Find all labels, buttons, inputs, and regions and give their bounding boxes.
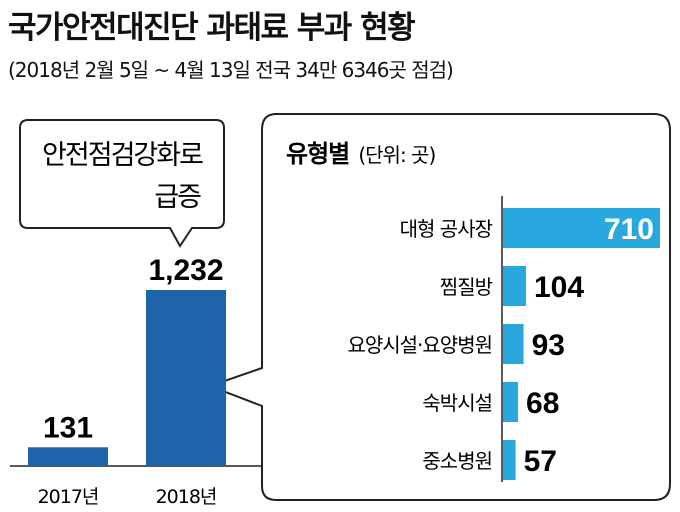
type-bar xyxy=(503,266,526,306)
year-value-label: 1,232 xyxy=(148,254,223,287)
type-bar xyxy=(503,440,516,480)
type-tick-label: 숙박시설 xyxy=(422,391,492,415)
type-tick-label: 대형 공사장 xyxy=(400,217,493,241)
callout-line-1: 안전점검강화로 xyxy=(42,140,203,171)
year-bar xyxy=(146,290,226,466)
type-value-label: 57 xyxy=(524,445,557,478)
type-bar xyxy=(503,208,660,248)
callout-line-2: 급증 xyxy=(154,182,201,213)
page-subtitle: (2018년 2월 5일 ~ 4월 13일 전국 34만 6346곳 점검) xyxy=(8,58,454,82)
year-tick-label: 2018년 xyxy=(156,486,217,508)
type-panel-title: 유형별 xyxy=(286,140,349,168)
type-tick-label: 중소병원 xyxy=(422,449,492,473)
type-value-label: 710 xyxy=(604,213,654,246)
page-title: 국가안전대진단 과태료 부과 현황 xyxy=(8,10,416,46)
type-bar xyxy=(503,382,519,422)
type-value-label: 93 xyxy=(532,329,565,362)
type-bar xyxy=(503,324,524,364)
year-value-label: 131 xyxy=(43,411,93,444)
year-bar xyxy=(28,447,108,466)
type-tick-label: 요양시설·요양병원 xyxy=(347,333,492,357)
callout-bubble xyxy=(19,119,225,248)
year-tick-label: 2017년 xyxy=(38,486,99,508)
type-panel-frame xyxy=(207,113,671,501)
type-value-label: 104 xyxy=(534,271,584,304)
type-tick-label: 찜질방 xyxy=(440,275,493,299)
type-panel-unit: (단위: 곳) xyxy=(358,143,435,167)
type-value-label: 68 xyxy=(526,387,559,420)
svg-text:유형별 (단위: 곳): 유형별 (단위: 곳) xyxy=(286,140,435,168)
